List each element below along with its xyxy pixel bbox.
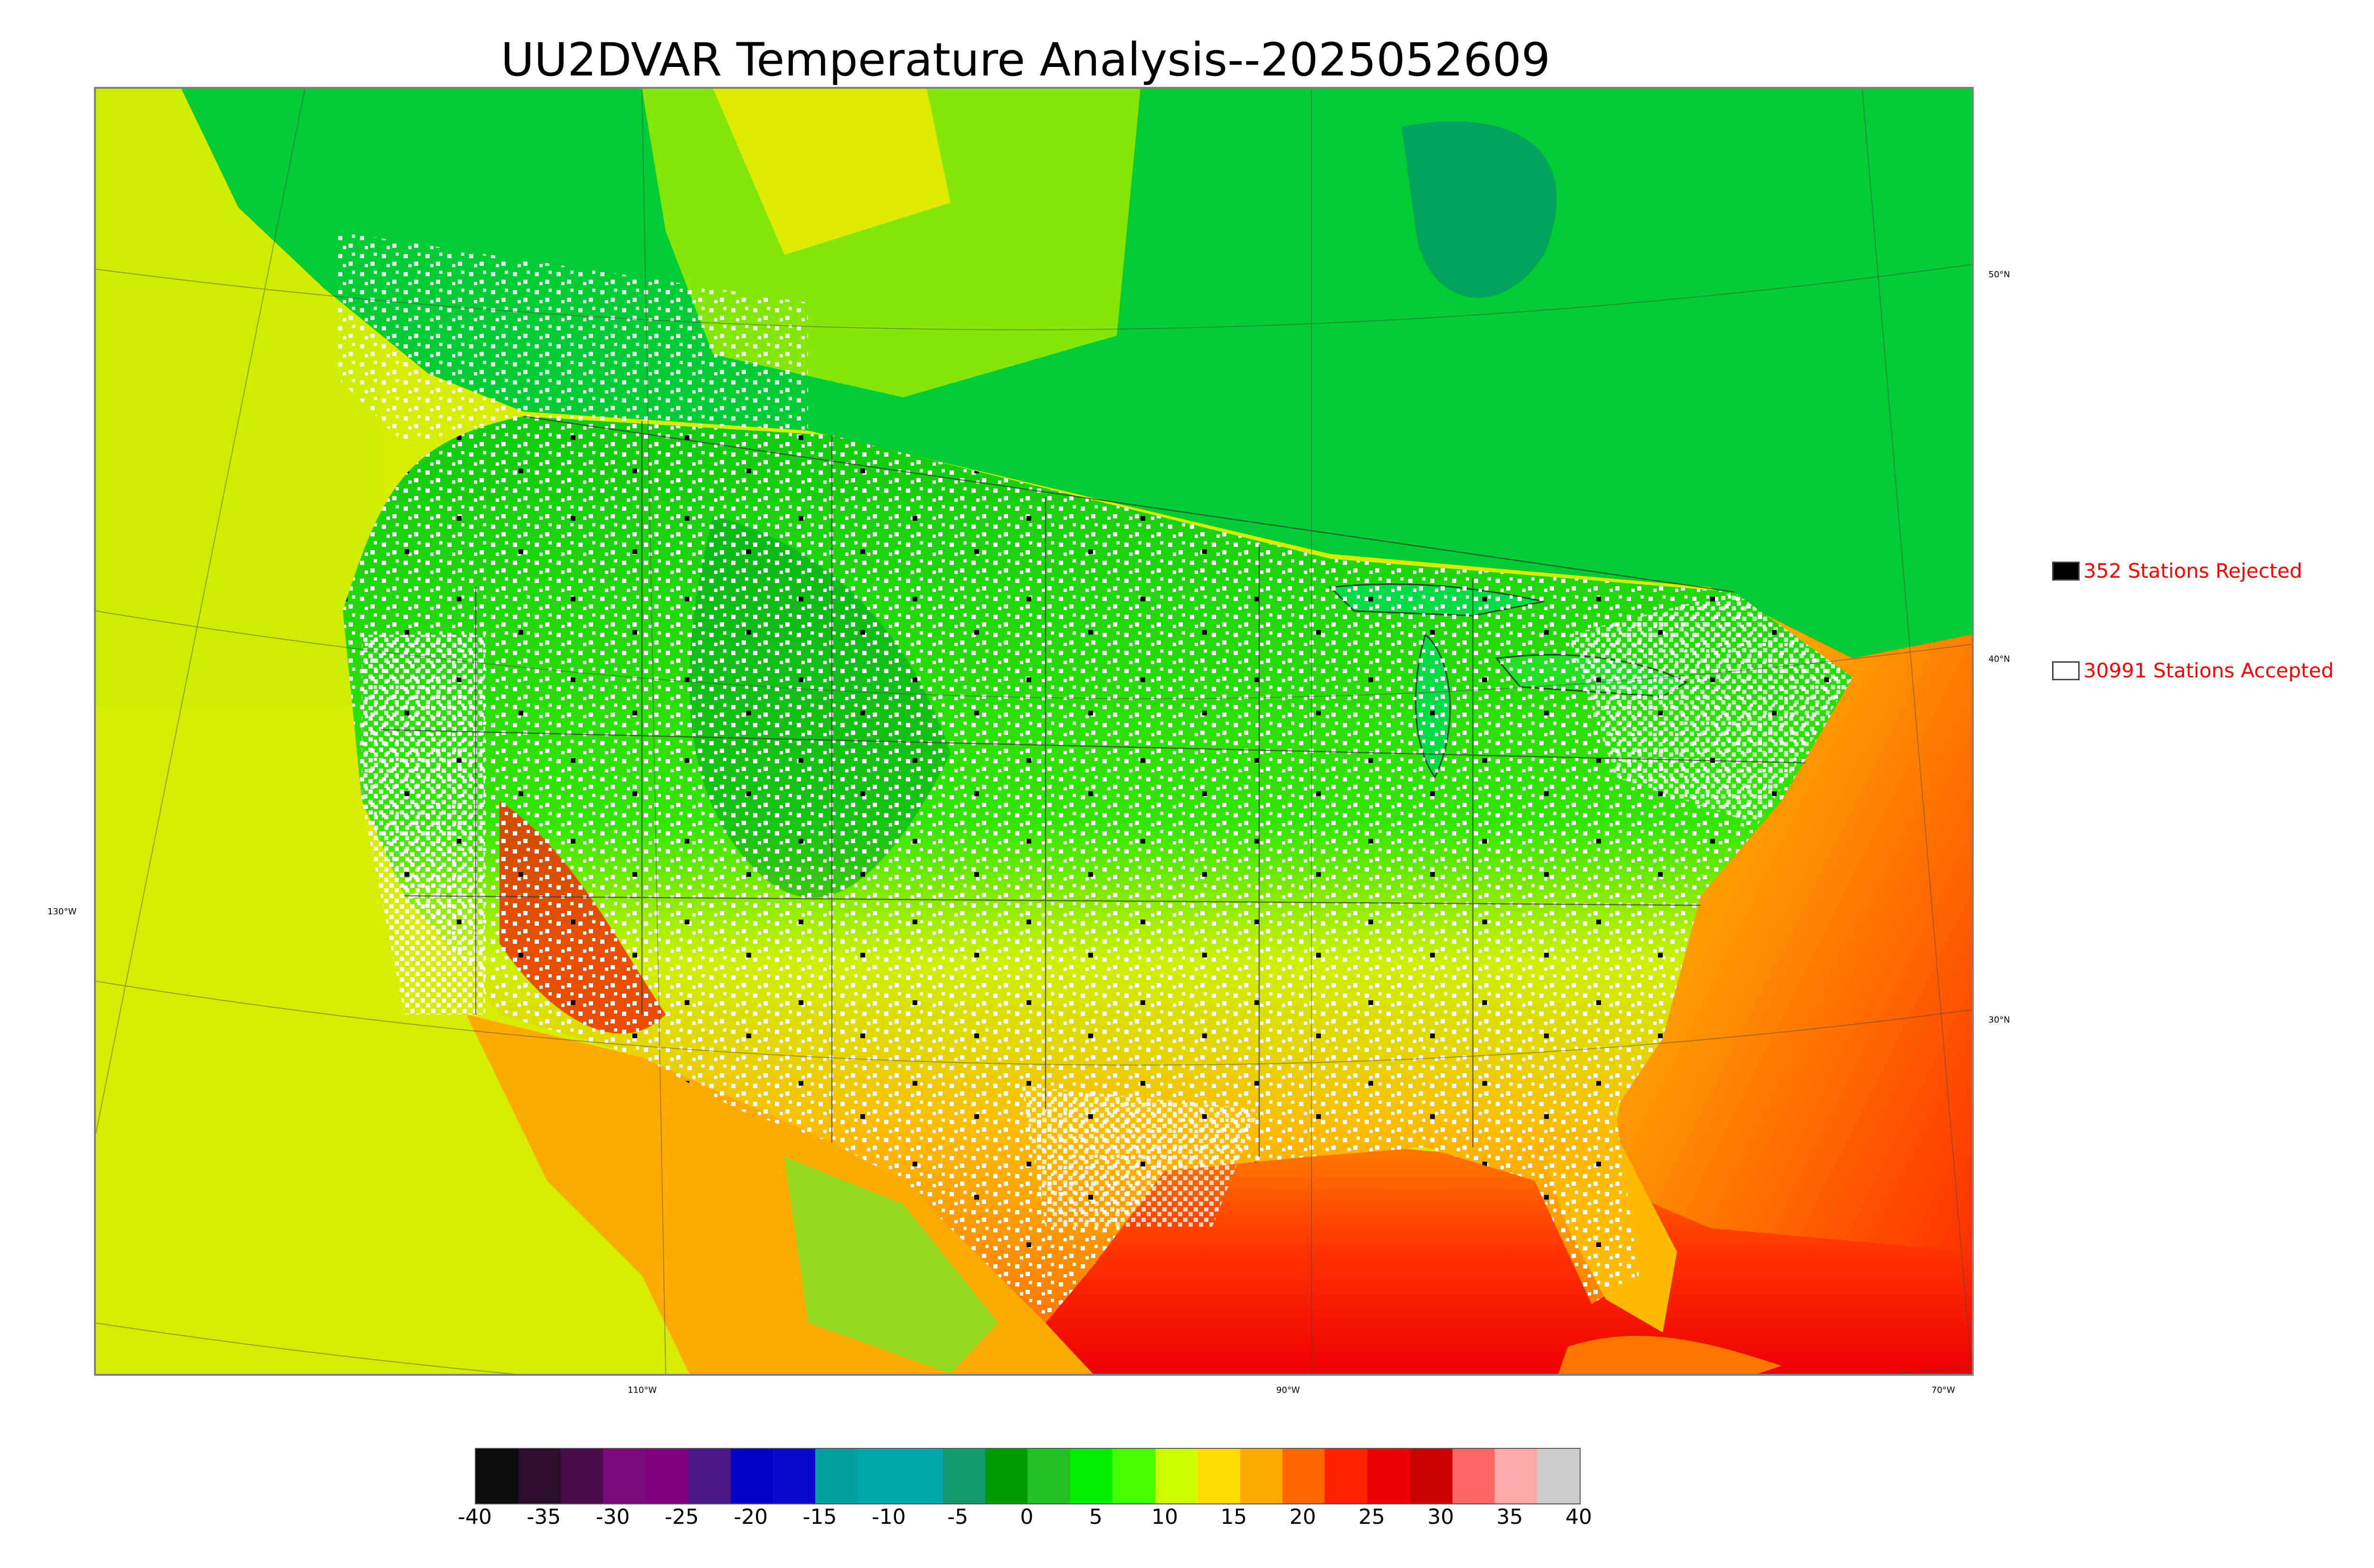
- colorbar-segment: [688, 1449, 731, 1503]
- colorbar-tick-label: -20: [734, 1505, 768, 1529]
- legend-accepted: 30991 Stations Accepted: [2052, 659, 2334, 682]
- latitude-label-130w: 130°W: [47, 907, 77, 917]
- temperature-map[interactable]: [94, 87, 1974, 1376]
- rejected-swatch: [2052, 561, 2080, 581]
- latitude-label-30n: 30°N: [1988, 1015, 2010, 1025]
- colorbar-segment: [942, 1449, 986, 1503]
- colorbar-segment: [900, 1449, 943, 1503]
- colorbar-segment: [645, 1449, 688, 1503]
- longitude-label-110w: 110°W: [628, 1385, 657, 1395]
- colorbar-tick-label: -30: [595, 1505, 630, 1529]
- colorbar-tick-label: 30: [1427, 1505, 1454, 1529]
- colorbar-tick-label: 25: [1358, 1505, 1385, 1529]
- colorbar-tick-label: -15: [802, 1505, 837, 1529]
- colorbar-tick-label: -10: [871, 1505, 906, 1529]
- colorbar-segment: [1367, 1449, 1410, 1503]
- longitude-label-70w: 70°W: [1931, 1385, 1955, 1395]
- colorbar-tick-label: 0: [1020, 1505, 1034, 1529]
- gulf-of-mexico: [998, 1127, 1972, 1374]
- colorbar-segment: [476, 1449, 518, 1503]
- colorbar-tick-label: -35: [527, 1505, 561, 1529]
- colorbar-segment: [1282, 1449, 1325, 1503]
- colorbar-tick-label: -25: [665, 1505, 699, 1529]
- cuba: [1558, 1336, 1781, 1374]
- temperature-colorbar: [475, 1448, 1581, 1504]
- colorbar-segment: [1027, 1449, 1070, 1503]
- accepted-stations-canada: [333, 231, 808, 445]
- colorbar-tick-label: 20: [1289, 1505, 1316, 1529]
- accepted-label: 30991 Stations Accepted: [2083, 659, 2334, 682]
- map-title: UU2DVAR Temperature Analysis--2025052609: [500, 33, 1551, 86]
- hudson-bay-region: [1402, 121, 1557, 298]
- latitude-label-40n: 40°N: [1988, 654, 2010, 664]
- atlantic-ocean: [1568, 563, 1972, 1374]
- colorbar-segment: [1112, 1449, 1155, 1503]
- colorbar-segment: [730, 1449, 773, 1503]
- colorbar-segment: [857, 1449, 901, 1503]
- colorbar-segment: [1197, 1449, 1240, 1503]
- colorbar-tick-label: 5: [1089, 1505, 1102, 1529]
- legend-rejected: 352 Stations Rejected: [2052, 559, 2302, 582]
- colorbar-segment: [815, 1449, 858, 1503]
- colorbar-tick-label: 35: [1496, 1505, 1523, 1529]
- colorbar-segment: [1155, 1449, 1198, 1503]
- latitude-label-50n: 50°N: [1988, 270, 2010, 280]
- colorbar-tick-label: 10: [1151, 1505, 1178, 1529]
- colorbar-segment: [985, 1449, 1028, 1503]
- colorbar-tick-label: 40: [1565, 1505, 1592, 1529]
- rejected-stations: [343, 416, 1853, 1323]
- colorbar-segment: [603, 1449, 646, 1503]
- longitude-label-90w: 90°W: [1276, 1385, 1300, 1395]
- accepted-swatch: [2052, 661, 2080, 680]
- colorbar-segment: [1452, 1449, 1495, 1503]
- colorbar-tick-label: -40: [458, 1505, 492, 1529]
- colorbar-segment: [1240, 1449, 1283, 1503]
- temperature-field: [96, 89, 1972, 1374]
- colorbar-segment: [1070, 1449, 1113, 1503]
- colorbar-segment: [560, 1449, 603, 1503]
- colorbar-segment: [1537, 1449, 1580, 1503]
- colorbar-tick-label: -5: [947, 1505, 969, 1529]
- colorbar-tick-label: 15: [1220, 1505, 1247, 1529]
- colorbar-segment: [1410, 1449, 1452, 1503]
- colorbar-segment: [1495, 1449, 1537, 1503]
- state-borders: [380, 415, 1806, 1157]
- rejected-label: 352 Stations Rejected: [2083, 559, 2302, 582]
- colorbar-segment: [1325, 1449, 1367, 1503]
- colorbar-segment: [518, 1449, 561, 1503]
- graticule: [96, 89, 1972, 1374]
- colorbar-segment: [772, 1449, 816, 1503]
